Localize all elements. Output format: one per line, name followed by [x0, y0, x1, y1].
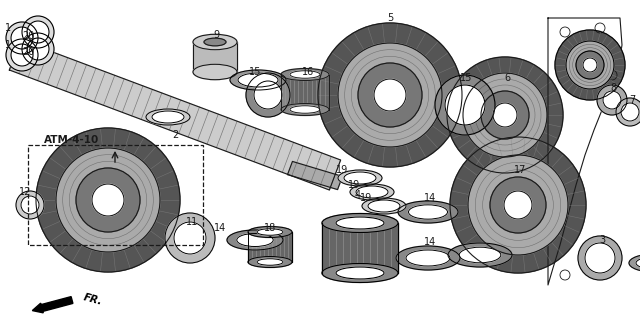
Ellipse shape	[238, 73, 278, 87]
Text: FR.: FR.	[82, 293, 103, 307]
Bar	[28, 145, 203, 245]
Text: 12: 12	[19, 187, 31, 197]
Ellipse shape	[362, 198, 406, 214]
Ellipse shape	[281, 69, 329, 80]
Circle shape	[560, 270, 570, 280]
Ellipse shape	[290, 106, 320, 113]
Text: 11: 11	[186, 217, 198, 227]
Circle shape	[27, 21, 49, 43]
Circle shape	[504, 191, 532, 219]
Text: 7: 7	[629, 95, 635, 105]
Ellipse shape	[460, 247, 501, 263]
Bar	[281, 75, 329, 109]
Circle shape	[374, 79, 406, 111]
Ellipse shape	[237, 234, 273, 247]
Text: 14: 14	[424, 193, 436, 203]
Text: 5: 5	[387, 13, 393, 23]
Bar	[322, 223, 398, 273]
Ellipse shape	[248, 226, 292, 238]
Circle shape	[92, 184, 124, 216]
Circle shape	[560, 27, 570, 37]
Polygon shape	[287, 161, 342, 189]
Circle shape	[595, 23, 605, 33]
Ellipse shape	[248, 256, 292, 268]
Ellipse shape	[230, 70, 286, 90]
Circle shape	[585, 243, 615, 273]
Text: 19: 19	[360, 193, 372, 203]
Text: 15: 15	[249, 67, 261, 77]
Text: 14: 14	[214, 223, 226, 233]
Ellipse shape	[336, 217, 384, 229]
Text: 4: 4	[355, 190, 361, 200]
Bar	[248, 232, 292, 262]
Text: 3: 3	[599, 235, 605, 245]
Circle shape	[445, 85, 485, 125]
Ellipse shape	[336, 267, 384, 279]
Circle shape	[493, 103, 517, 127]
Text: 1: 1	[5, 23, 11, 33]
Ellipse shape	[281, 103, 329, 115]
Ellipse shape	[204, 38, 226, 46]
Circle shape	[583, 58, 597, 72]
Text: 9: 9	[213, 30, 219, 40]
Text: 14: 14	[424, 237, 436, 247]
Circle shape	[607, 70, 617, 80]
Text: 1: 1	[5, 40, 11, 50]
Circle shape	[11, 44, 33, 66]
Ellipse shape	[629, 254, 640, 272]
Text: 16: 16	[302, 67, 314, 77]
Text: ATM-4-10: ATM-4-10	[44, 135, 100, 145]
Circle shape	[174, 222, 206, 254]
Ellipse shape	[290, 71, 320, 78]
Circle shape	[21, 196, 39, 214]
Ellipse shape	[322, 263, 398, 283]
Circle shape	[603, 91, 621, 109]
Circle shape	[621, 103, 639, 121]
Circle shape	[600, 260, 610, 270]
Circle shape	[27, 38, 49, 60]
Circle shape	[254, 81, 282, 109]
Ellipse shape	[227, 230, 283, 250]
Text: 8: 8	[610, 83, 616, 93]
Ellipse shape	[152, 111, 184, 123]
Polygon shape	[10, 40, 340, 190]
Ellipse shape	[356, 186, 388, 198]
Ellipse shape	[193, 34, 237, 50]
Ellipse shape	[396, 246, 460, 270]
Text: 20: 20	[22, 31, 34, 41]
Text: 20: 20	[22, 47, 34, 57]
Ellipse shape	[636, 257, 640, 269]
Bar	[193, 42, 237, 72]
Ellipse shape	[322, 213, 398, 233]
Text: 19: 19	[336, 165, 348, 175]
Circle shape	[11, 27, 33, 49]
Ellipse shape	[398, 201, 458, 223]
Text: 15: 15	[460, 73, 472, 83]
Ellipse shape	[368, 200, 400, 212]
Text: 17: 17	[514, 165, 526, 175]
Ellipse shape	[257, 259, 283, 265]
Text: 2: 2	[172, 130, 178, 140]
Ellipse shape	[406, 250, 450, 266]
Ellipse shape	[344, 172, 376, 184]
Text: 18: 18	[264, 223, 276, 233]
Ellipse shape	[146, 109, 190, 125]
Text: 19: 19	[348, 180, 360, 190]
Ellipse shape	[408, 205, 447, 219]
Ellipse shape	[257, 229, 283, 235]
Text: 6: 6	[504, 73, 510, 83]
Ellipse shape	[193, 64, 237, 80]
FancyArrow shape	[33, 297, 73, 313]
Ellipse shape	[448, 243, 512, 267]
Ellipse shape	[350, 184, 394, 200]
Ellipse shape	[338, 170, 382, 186]
